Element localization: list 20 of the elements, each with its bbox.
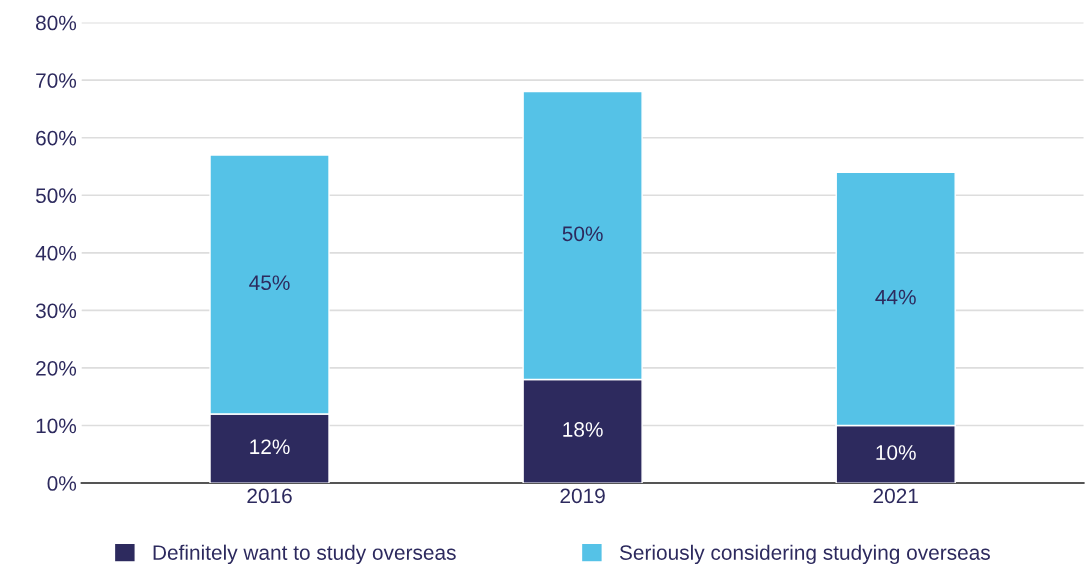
y-tick-label: 70% [36,73,77,88]
data-label: 18% [563,422,603,437]
x-tick-label: 2019 [560,488,605,504]
legend-label: Seriously considering studying overseas [619,544,990,565]
x-tick-label: 2016 [247,488,292,504]
y-tick-label: 50% [35,188,77,204]
data-label: 10% [876,445,916,460]
legend-label: Definitely want to study overseas [153,544,456,565]
y-tick-label: 20% [36,360,77,376]
y-tick-label: 60% [36,130,77,146]
x-tick-label: 2021 [873,488,918,504]
data-label: 45% [249,275,290,291]
data-label: 12% [250,439,290,455]
data-label: 50% [562,226,603,242]
y-tick-label: 80% [36,15,77,31]
data-label: 44% [875,289,916,305]
y-tick-label: 30% [35,303,77,319]
y-tick-label: 0% [47,476,77,491]
y-tick-label: 10% [36,418,77,434]
y-tick-label: 40% [35,245,77,261]
